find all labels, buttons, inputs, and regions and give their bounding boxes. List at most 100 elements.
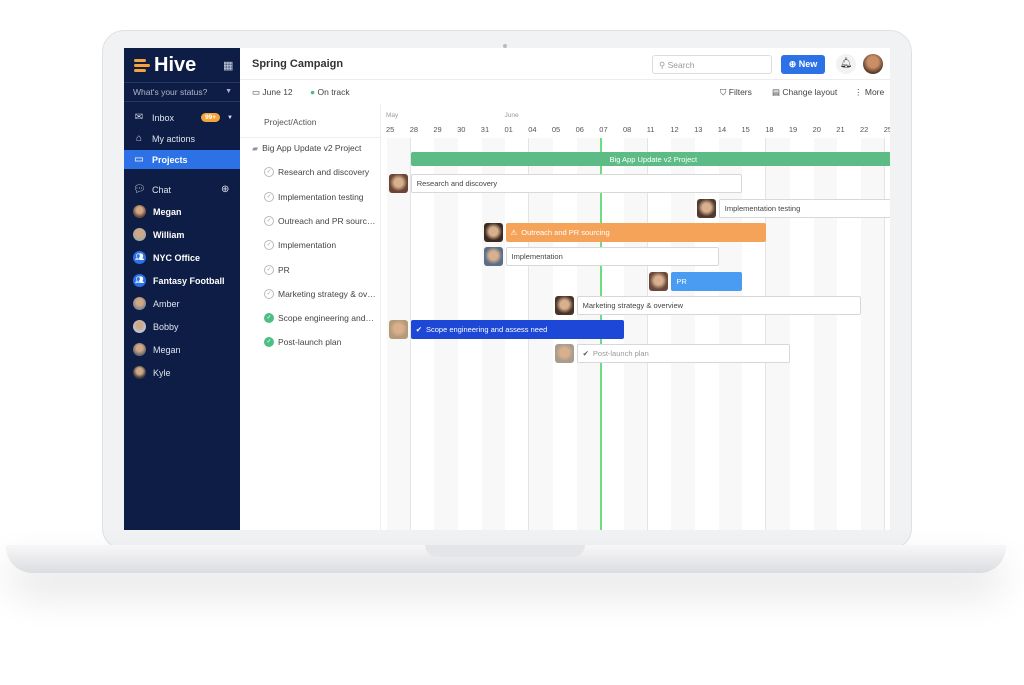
chat-icon: 💬︎ (133, 184, 146, 195)
assignee-avatar[interactable] (388, 174, 408, 194)
check-icon: ✔ (582, 349, 589, 359)
chat-item[interactable]: Kyle (124, 363, 240, 382)
date-label: 20 (812, 125, 821, 134)
sidebar-item-inbox[interactable]: ✉ Inbox 99+ ▼ (124, 108, 240, 127)
column-shade (671, 138, 696, 530)
project-row[interactable]: ▰ Big App Update v2 Project (252, 139, 376, 157)
hive-logo-icon (134, 59, 150, 72)
gantt-bar[interactable]: Implementation (505, 247, 719, 267)
bar-label: Outreach and PR sourcing (521, 227, 610, 237)
action-row[interactable]: ✓ Post-launch plan (264, 333, 376, 351)
change-layout-button[interactable]: ▤ Change layout (772, 87, 837, 98)
chat-item[interactable]: Amber (124, 294, 240, 313)
assignee-avatar[interactable] (649, 271, 669, 291)
sidebar-item-projects[interactable]: ▭ Projects (124, 150, 240, 169)
assignee-avatar[interactable] (554, 344, 574, 364)
gantt-bar[interactable]: ✔ Post-launch plan (576, 344, 790, 364)
sidebar-item-my-actions[interactable]: ⌂ My actions (124, 129, 240, 148)
complete-checkbox[interactable]: ✓ (264, 313, 274, 324)
chat-item[interactable]: 👥︎ Fantasy Football (124, 271, 240, 290)
action-row[interactable]: ✓ Research and discovery (264, 163, 376, 181)
gantt-bar[interactable]: Marketing strategy & overview (576, 295, 861, 315)
due-date[interactable]: ▭ June 12 (252, 87, 293, 98)
column-header: Project/Action (240, 104, 380, 138)
chat-item[interactable]: Megan (124, 202, 240, 221)
date-label: 21 (836, 125, 845, 134)
status-badge[interactable]: ● On track (310, 87, 350, 97)
bar-label: Marketing strategy & overview (582, 300, 684, 310)
action-row[interactable]: ✓ Implementation testing (264, 188, 376, 206)
notifications-bell-icon[interactable]: 🔔︎ (836, 54, 856, 74)
action-row[interactable]: ✓ PR (264, 261, 376, 279)
status-input[interactable]: What's your status? ▼ (124, 82, 240, 102)
apps-grid-icon[interactable]: ▦ (223, 60, 234, 72)
layout-icon: ▤ (772, 87, 783, 97)
filters-button[interactable]: ⛉ Filters (720, 87, 752, 98)
action-row[interactable]: ✓ Marketing strategy & overview (264, 285, 376, 303)
new-button[interactable]: ⊕ New (781, 55, 825, 74)
action-row[interactable]: ✓ Outreach and PR sourcing (264, 212, 376, 230)
group-icon: 👥︎ (133, 251, 146, 264)
app-window: Hive ▦ What's your status? ▼ ✉ Inbox 99+ ▼ ⌂ M… (124, 48, 890, 530)
date-label: 25 (883, 125, 890, 134)
bar-label: Implementation (511, 252, 563, 262)
complete-checkbox[interactable]: ✓ (264, 288, 274, 299)
user-avatar[interactable] (863, 54, 883, 74)
date-label: 14 (717, 125, 727, 134)
chat-item[interactable]: 👥︎ NYC Office (124, 248, 240, 267)
gantt-timeline: 25 28 29 30 31 01 04 05 06 07 08 11 12 13 14 15 18 19 20 21… (380, 104, 890, 530)
main-panel: Spring Campaign ⚲ Search ⊕ New 🔔︎ ▭ June… (240, 48, 890, 530)
gantt-bar[interactable]: Implementation testing (718, 198, 890, 218)
action-title: Scope engineering and assess need (278, 313, 376, 324)
action-row[interactable]: ✓ Scope engineering and assess need (264, 309, 376, 327)
search-input[interactable]: ⚲ Search (652, 55, 772, 74)
complete-checkbox[interactable]: ✓ (264, 167, 274, 178)
date-label: 05 (551, 125, 561, 134)
status-dot-icon: ● (310, 87, 318, 97)
gantt-bar[interactable]: PR (671, 271, 743, 291)
complete-checkbox[interactable]: ✓ (264, 264, 274, 275)
more-label: More (864, 87, 885, 97)
date-label: 29 (433, 125, 442, 134)
inbox-count-badge: 99+ (201, 113, 221, 122)
complete-checkbox[interactable]: ✓ (264, 215, 274, 226)
date-label: 11 (646, 125, 655, 134)
hive-logo[interactable]: Hive (134, 54, 196, 77)
avatar (133, 343, 146, 356)
change-layout-label: Change layout (782, 87, 838, 97)
chat-name: Megan (153, 344, 181, 355)
assignee-avatar[interactable] (554, 295, 574, 315)
chat-header[interactable]: 💬︎ Chat ⊕ (124, 180, 240, 199)
assignee-avatar[interactable] (483, 222, 503, 242)
chat-item[interactable]: Megan (124, 340, 240, 359)
chat-name: Kyle (153, 367, 171, 378)
add-chat-icon[interactable]: ⊕ (221, 184, 230, 195)
date-label: 08 (623, 125, 632, 134)
complete-checkbox[interactable]: ✓ (264, 191, 274, 202)
gantt-bar[interactable]: ⚠ Outreach and PR sourcing (505, 222, 767, 242)
date-label: 19 (788, 125, 798, 134)
plus-circle-icon: ⊕ (788, 59, 797, 69)
complete-checkbox[interactable]: ✓ (264, 337, 274, 348)
chat-name: Bobby (153, 321, 179, 332)
assignee-avatar[interactable] (483, 247, 503, 267)
gantt-bar[interactable]: Big App Update v2 Project (410, 152, 890, 166)
assignee-avatar[interactable] (388, 320, 408, 340)
assignee-avatar[interactable] (696, 198, 716, 218)
chat-item[interactable]: William (124, 225, 240, 244)
gantt-bar[interactable]: Research and discovery (410, 174, 743, 194)
more-button[interactable]: ⋮ More (854, 87, 884, 98)
complete-checkbox[interactable]: ✓ (264, 240, 274, 251)
new-label: New (798, 59, 818, 69)
caret-down-icon[interactable]: ▼ (227, 114, 233, 121)
gantt-bar[interactable]: ✔ Scope engineering and assess need (410, 320, 624, 340)
date-label: 25 (386, 125, 395, 134)
filters-label: Filters (728, 87, 752, 97)
status-text: On track (317, 87, 350, 97)
action-row[interactable]: ✓ Implementation (264, 236, 376, 254)
week-divider (883, 138, 885, 530)
mail-icon: ✉ (134, 112, 144, 123)
bar-label: PR (676, 276, 687, 286)
chat-item[interactable]: Bobby (124, 317, 240, 336)
column-shade (766, 138, 790, 530)
